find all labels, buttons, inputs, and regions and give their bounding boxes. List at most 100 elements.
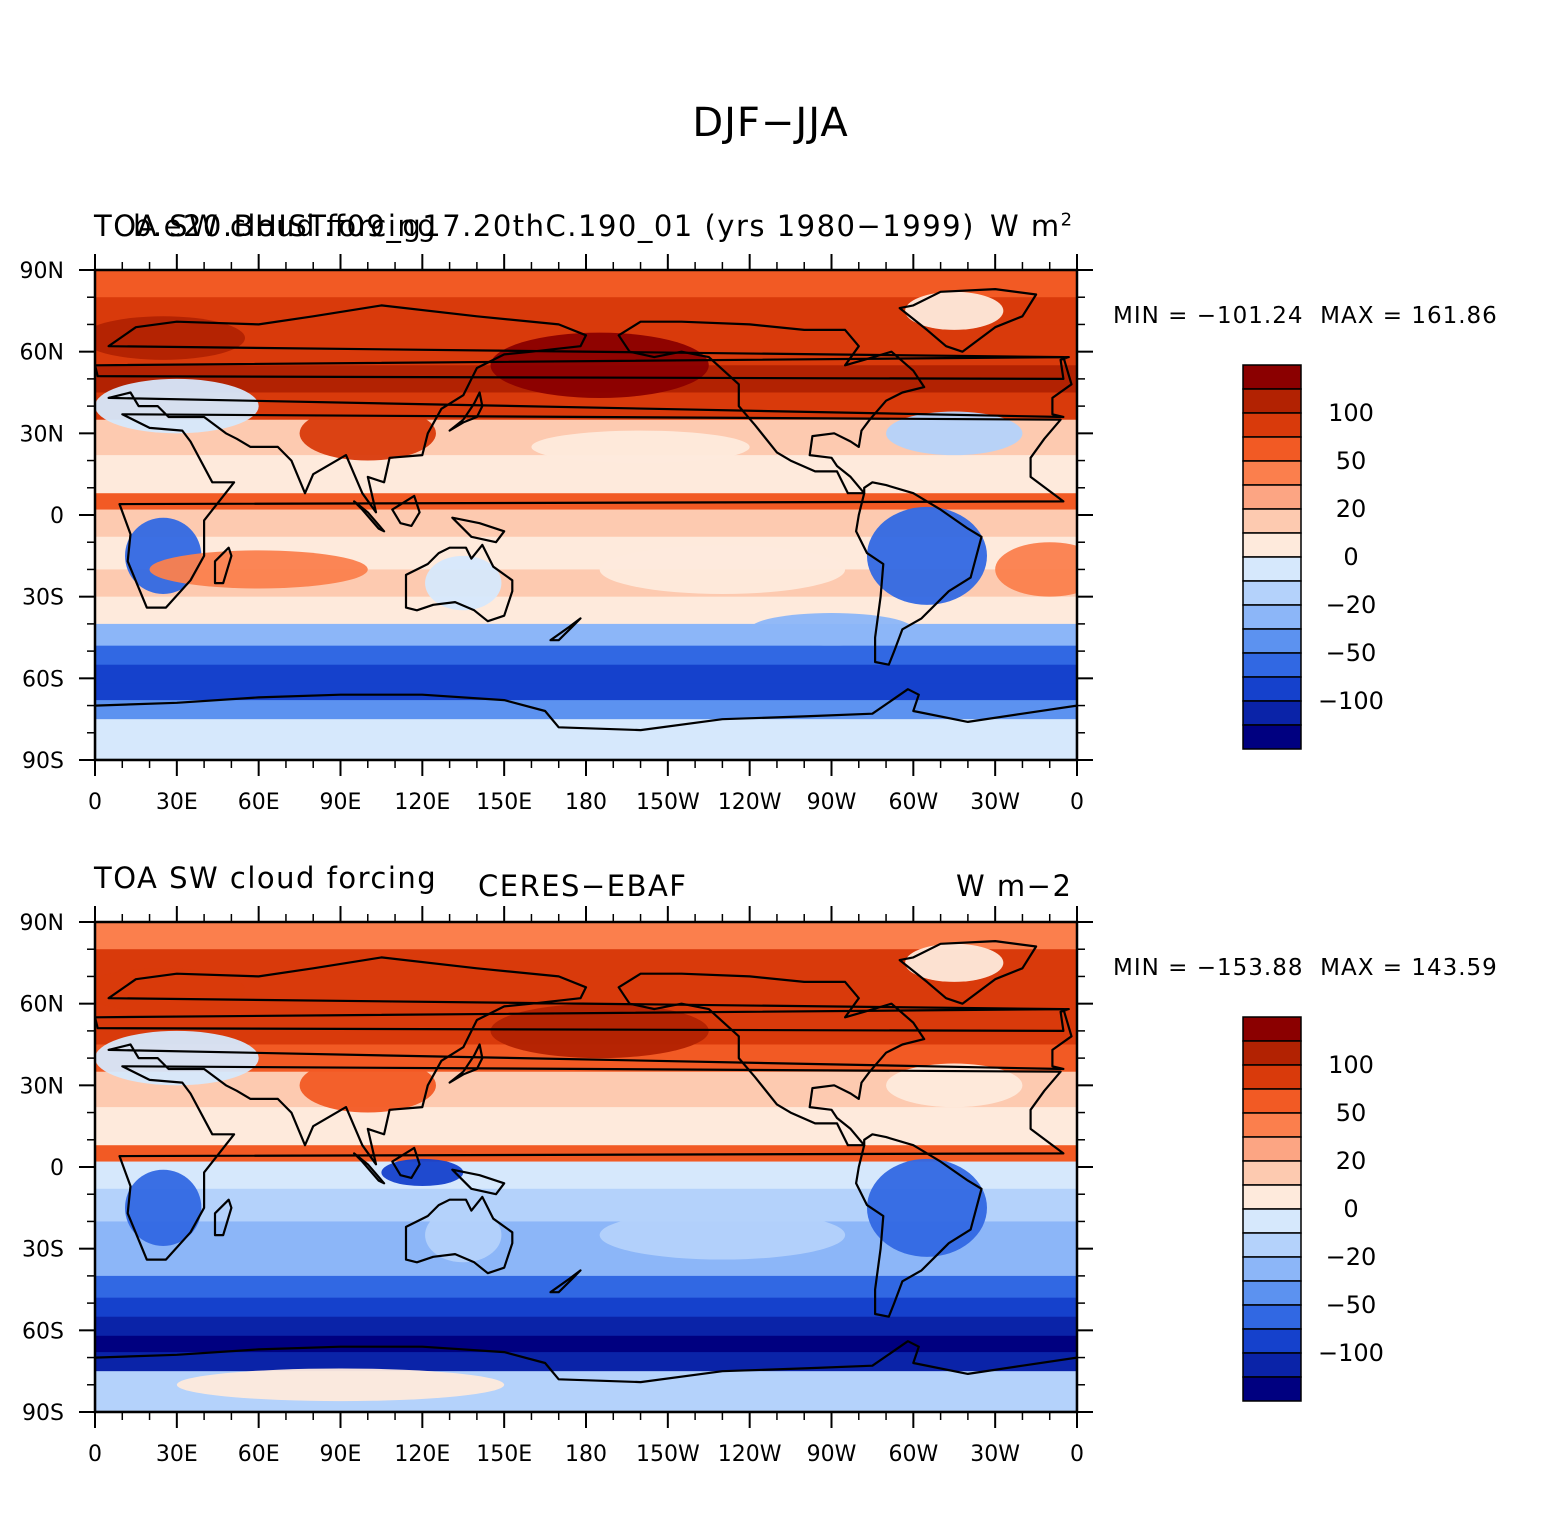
contour-band [95,664,1077,685]
coastline-eurasia [107,304,1073,514]
x-tick-label: 60E [238,790,280,815]
colorbar-box [1242,1256,1302,1282]
min-label: MIN = −101.24 [1113,303,1304,329]
contour-region [425,555,502,611]
contour-region [905,943,1004,982]
contour-region [299,406,436,461]
min-label: MIN = −153.88 [1113,955,1304,981]
panel-model: TOA SW cloud forcing b.e20.BHIST.f09_g17… [0,0,1541,815]
colorbar-box [1242,1304,1302,1330]
colorbar-box [1242,604,1302,630]
contour-map: 0 30E 60E 90E 120E 150E 180 150W 120W 90W 60W 30W 09… [20,254,1093,815]
x-tick-label: 0 [1070,790,1084,815]
min-max-label: MIN = −153.88 MAX = 143.59 [1113,955,1498,981]
x-tick-label: 180 [565,1442,607,1467]
units-superscript: 2 [1060,209,1074,231]
x-tick-label: 60E [238,1442,280,1467]
colorbar-box [1242,484,1302,510]
contour-region [125,1169,202,1246]
contour-region [886,1063,1023,1108]
coastline-japan [448,391,484,432]
colorbar-box [1242,460,1302,486]
colorbar-box [1242,1280,1302,1306]
min-max-label: MIN = −101.24 MAX = 161.86 [1113,303,1498,329]
coastline-north-america [617,972,926,1147]
panel-observations: TOA SW cloud forcing CERES−EBAF W m−2 MI… [0,652,1541,1467]
y-tick-label: 90S [22,749,64,774]
x-tick-label: 30E [156,790,198,815]
coastline-australia [404,1195,514,1275]
panel-center-title: b.e20.BHIST.f09_g17.20thC.190_01 (yrs 19… [133,209,975,243]
x-tick-label: 150E [476,1442,532,1467]
coastline-borneo [391,1146,421,1179]
colorbar-box [1242,508,1302,534]
coastline-south-america [855,481,983,666]
contour-region [866,506,987,605]
colorbar-box [1242,1016,1302,1042]
x-tick-label: 150E [476,790,532,815]
coastline-new-guinea [451,516,506,544]
colorbar-label: −20 [1326,1243,1377,1271]
contour-region [95,1030,259,1086]
colorbar-box [1242,1376,1302,1402]
page-title: DJF−JJA [692,100,849,146]
colorbar-label: −100 [1318,1339,1384,1367]
x-tick-label: 0 [88,790,102,815]
colorbar-box [1242,580,1302,606]
colorbar-box [1242,532,1302,558]
contour-region [531,430,750,464]
colorbar-box [1242,1352,1302,1378]
y-tick-label: 30S [22,1238,64,1263]
colorbar-label: −100 [1318,687,1384,715]
panel-units: W m−2 [956,869,1072,903]
x-tick-label: 30W [970,1442,1020,1467]
y-tick-label: 90S [22,1401,64,1426]
colorbar-box [1242,1184,1302,1210]
x-tick-label: 120E [394,1442,450,1467]
x-tick-label: 30E [156,1442,198,1467]
x-tick-label: 120W [718,1442,782,1467]
coastline-australia [404,543,514,623]
contour-region [490,332,709,398]
contour-region [95,316,246,360]
colorbar: 100 50 20 0 −20 −50 −100 [1242,364,1384,750]
coastline-africa [118,413,1065,609]
x-tick-label: 120E [394,790,450,815]
colorbar-box [1242,1064,1302,1090]
contour-region [176,1368,505,1402]
y-tick-label: 60N [20,993,64,1018]
coastline-borneo [391,494,421,527]
coastline-uk [95,356,1070,380]
x-tick-label: 0 [1070,1442,1084,1467]
y-tick-label: 30S [22,586,64,611]
coastline-antarctica [95,688,1077,760]
contour-region [95,378,259,434]
max-label: MAX = 161.86 [1320,303,1498,329]
contour-region [381,1158,464,1187]
y-tick-label: 60S [22,1319,64,1344]
contour-region [95,968,246,1012]
contour-region [599,1210,846,1260]
colorbar-label: 0 [1343,1195,1358,1223]
colorbar-label: −50 [1326,1291,1377,1319]
contour-band [95,1335,1077,1353]
panel-left-title: TOA SW cloud forcing [94,209,438,243]
units-text: W m−2 [956,869,1073,903]
x-tick-label: 120W [718,790,782,815]
x-tick-label: 90E [320,1442,362,1467]
colorbar-label: 50 [1336,1099,1367,1127]
contour-band [95,683,1077,701]
colorbar-box [1242,364,1302,390]
y-tick-label: 30N [20,1074,64,1099]
contour-band [95,645,1077,666]
contour-region [599,544,846,594]
contour-band [95,1145,1077,1163]
y-tick-label: 0 [50,1156,64,1181]
contour-region [299,1058,436,1113]
contour-band [95,270,1077,298]
colorbar-box [1242,1088,1302,1114]
y-tick-label: 90N [20,911,64,936]
colorbar-box [1242,1232,1302,1258]
contour-band [95,1275,1077,1299]
coastline-eurasia [107,956,1073,1166]
